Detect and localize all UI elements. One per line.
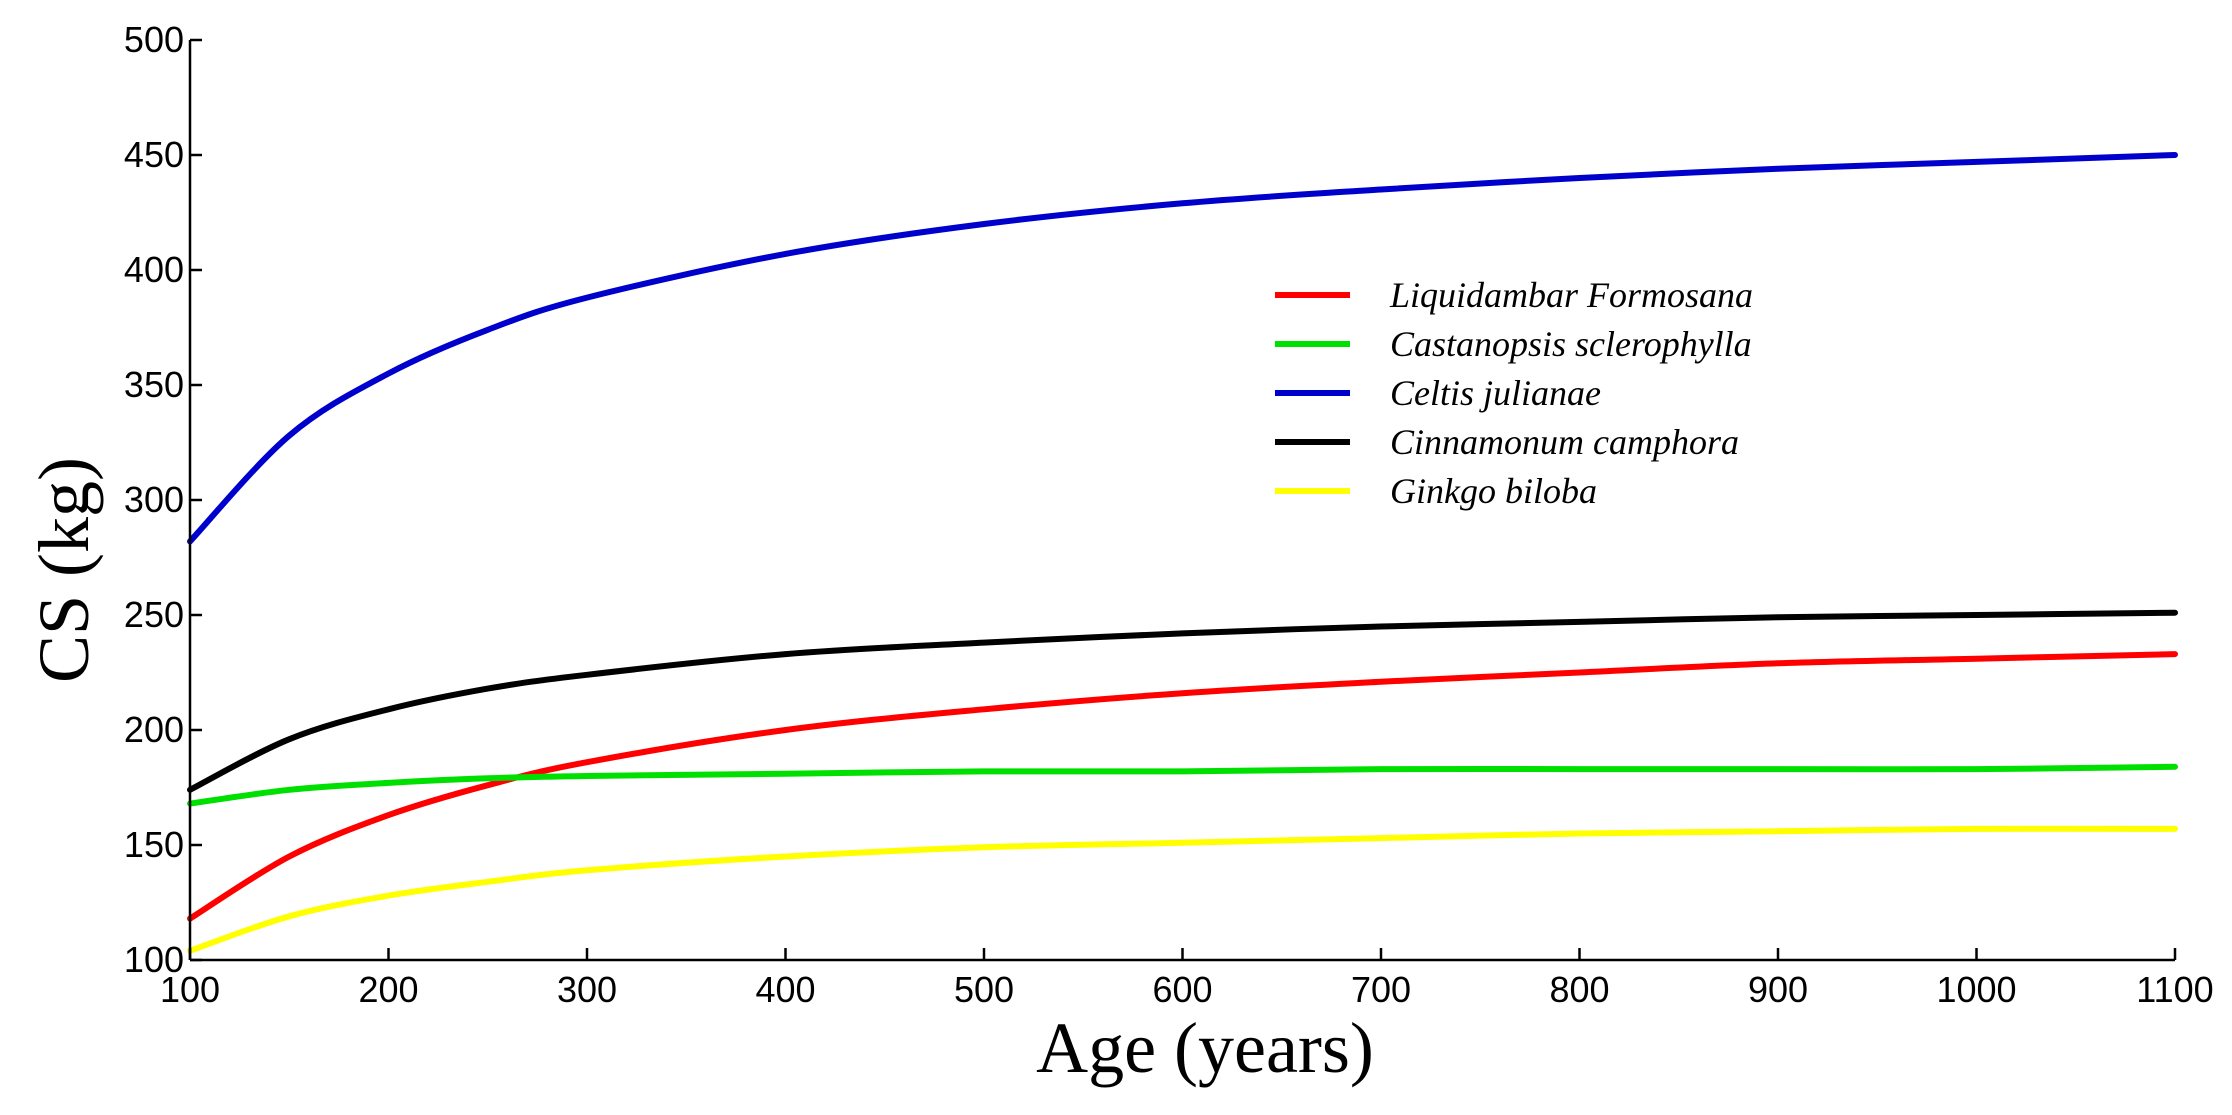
x-tick-label: 600 bbox=[1152, 969, 1212, 1010]
series-line-castanopsis-sclerophylla bbox=[187, 763, 2178, 807]
series-layer bbox=[187, 152, 2178, 954]
series-line-cinnamonum-camphora bbox=[187, 609, 2178, 793]
x-tick-label: 500 bbox=[954, 969, 1014, 1010]
x-tick-label: 800 bbox=[1549, 969, 1609, 1010]
x-tick-label: 1100 bbox=[2136, 969, 2213, 1010]
series-line-celtis-julianae bbox=[187, 152, 2178, 545]
x-tick-label: 100 bbox=[160, 969, 220, 1010]
y-tick-label: 150 bbox=[124, 824, 184, 865]
axes-layer bbox=[188, 40, 2175, 962]
x-tick-label: 900 bbox=[1748, 969, 1808, 1010]
ticks-layer: 100 200 300 400 500 600 700 800 900 1000 1100 100 15… bbox=[124, 19, 2214, 1010]
x-tick-label: 300 bbox=[557, 969, 617, 1010]
y-tick-label: 300 bbox=[124, 479, 184, 520]
x-tick-label: 700 bbox=[1351, 969, 1411, 1010]
y-tick-label: 200 bbox=[124, 709, 184, 750]
series-line-liquidambar-formosana bbox=[187, 651, 2178, 922]
legend-label-liquidambar-formosana: Liquidambar Formosana bbox=[1389, 275, 1753, 315]
y-tick-label: 400 bbox=[124, 249, 184, 290]
legend-label-celtis-julianae: Celtis julianae bbox=[1390, 373, 1601, 413]
y-axis-title: CS (kg) bbox=[24, 457, 104, 683]
series-line-ginkgo-biloba bbox=[187, 825, 2178, 954]
legend-label-castanopsis-sclerophylla: Castanopsis sclerophylla bbox=[1390, 324, 1752, 364]
y-tick-label: 100 bbox=[124, 939, 184, 980]
x-axis-title: Age (years) bbox=[1036, 1008, 1374, 1088]
y-tick-label: 350 bbox=[124, 364, 184, 405]
legend: Liquidambar Formosana Castanopsis sclerop… bbox=[1275, 275, 1753, 511]
y-tick-label: 500 bbox=[124, 19, 184, 60]
y-tick-label: 250 bbox=[124, 594, 184, 635]
x-tick-label: 400 bbox=[755, 969, 815, 1010]
legend-label-cinnamonum-camphora: Cinnamonum camphora bbox=[1390, 422, 1739, 462]
x-tick-label: 200 bbox=[358, 969, 418, 1010]
y-tick-label: 450 bbox=[124, 134, 184, 175]
x-tick-label: 1000 bbox=[1936, 969, 2016, 1010]
legend-label-ginkgo-biloba: Ginkgo biloba bbox=[1390, 471, 1597, 511]
